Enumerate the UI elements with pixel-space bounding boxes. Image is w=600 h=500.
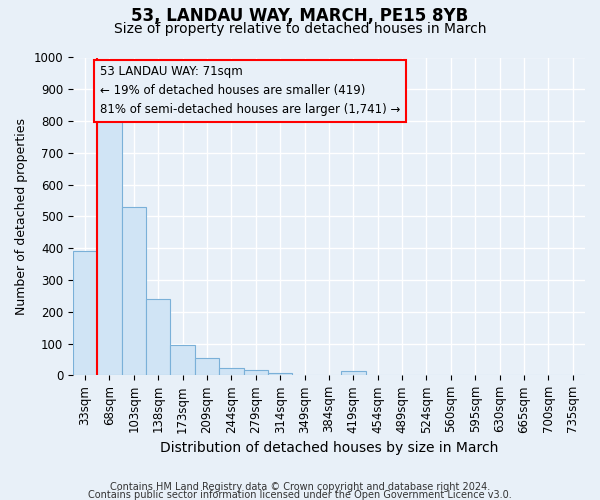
- Bar: [73, 252, 97, 376]
- Bar: [219, 368, 244, 376]
- Text: 53 LANDAU WAY: 71sqm
← 19% of detached houses are smaller (419)
81% of semi-deta: 53 LANDAU WAY: 71sqm ← 19% of detached h…: [100, 66, 400, 116]
- Bar: [341, 370, 365, 376]
- Bar: [97, 110, 122, 376]
- Y-axis label: Number of detached properties: Number of detached properties: [15, 118, 28, 315]
- X-axis label: Distribution of detached houses by size in March: Distribution of detached houses by size …: [160, 441, 498, 455]
- Text: Size of property relative to detached houses in March: Size of property relative to detached ho…: [114, 22, 486, 36]
- Bar: [268, 373, 292, 376]
- Bar: [244, 370, 268, 376]
- Bar: [146, 299, 170, 376]
- Bar: [195, 358, 219, 376]
- Text: Contains public sector information licensed under the Open Government Licence v3: Contains public sector information licen…: [88, 490, 512, 500]
- Bar: [122, 207, 146, 376]
- Text: Contains HM Land Registry data © Crown copyright and database right 2024.: Contains HM Land Registry data © Crown c…: [110, 482, 490, 492]
- Bar: [170, 345, 195, 376]
- Text: 53, LANDAU WAY, MARCH, PE15 8YB: 53, LANDAU WAY, MARCH, PE15 8YB: [131, 8, 469, 26]
